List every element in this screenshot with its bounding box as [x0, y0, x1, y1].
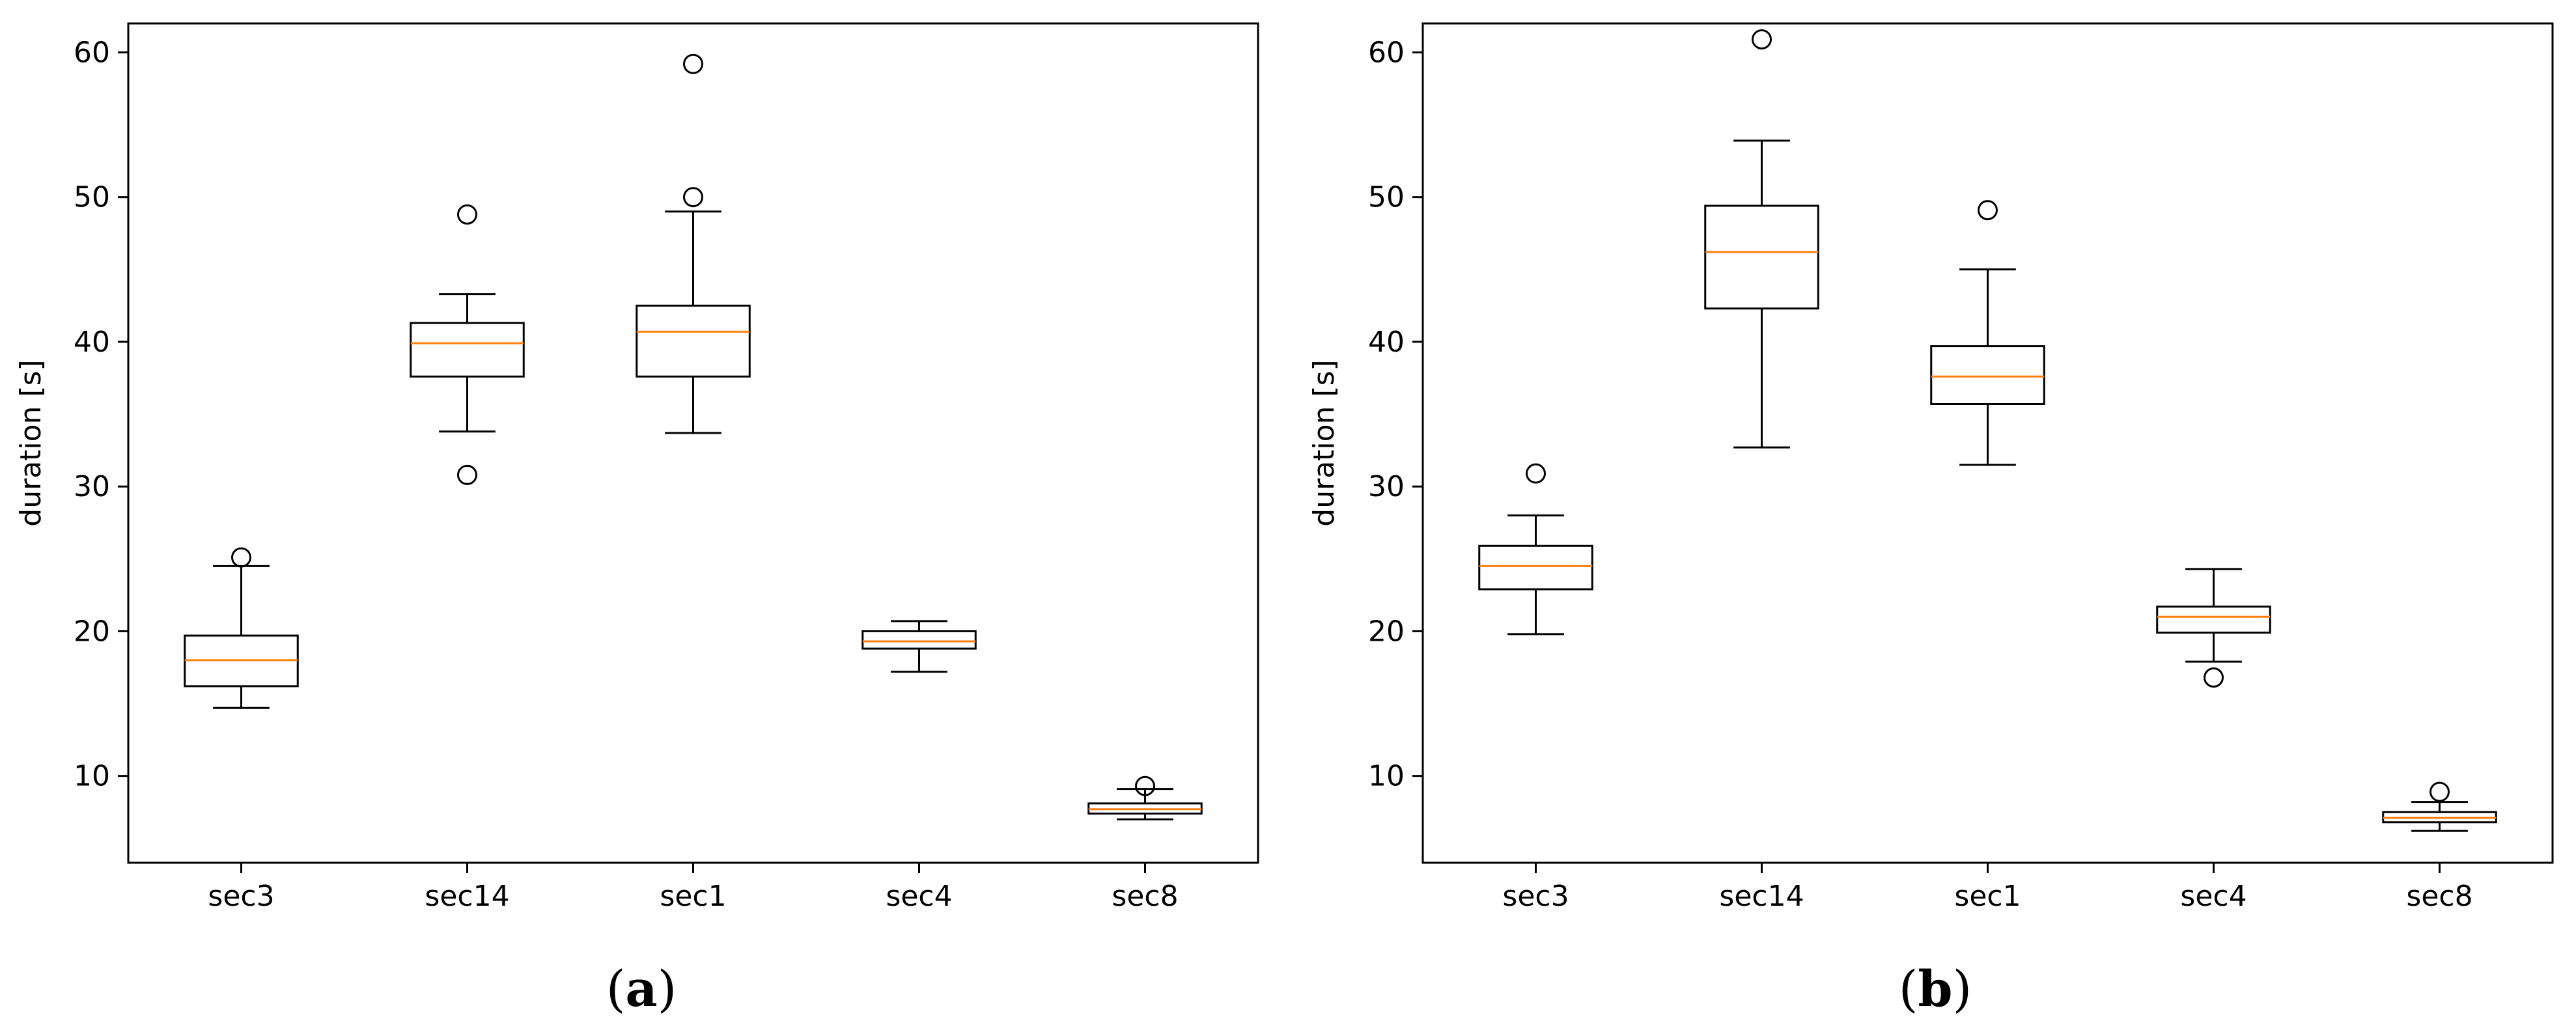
y-tick-label: 20 — [1368, 615, 1405, 648]
x-tick-label-sec14: sec14 — [425, 880, 509, 913]
outlier-point — [231, 547, 251, 568]
box-sec4 — [861, 620, 977, 673]
y-axis-label: duration [s] — [1308, 359, 1341, 526]
outlier-point — [1526, 463, 1546, 484]
y-tick-label: 50 — [74, 181, 110, 214]
iqr-box — [2156, 606, 2271, 634]
x-tick-label-sec3: sec3 — [208, 880, 274, 913]
outlier-point — [1135, 776, 1155, 796]
box-sec1 — [1930, 200, 2045, 466]
x-tick-label-sec14: sec14 — [1719, 880, 1804, 913]
x-tick-label-sec8: sec8 — [2406, 880, 2472, 913]
iqr-box — [1478, 544, 1593, 591]
outlier-point — [683, 53, 703, 74]
box-sec4 — [2156, 568, 2271, 688]
y-tick-label: 40 — [1368, 326, 1405, 359]
panel-caption: (b) — [1899, 960, 1972, 1018]
outlier-point — [457, 464, 477, 485]
panel-caption: (a) — [606, 960, 677, 1018]
x-tick-label-sec3: sec3 — [1502, 880, 1569, 913]
outlier-point — [683, 187, 703, 208]
x-tick-label-sec8: sec8 — [1112, 880, 1178, 913]
y-tick-label: 40 — [74, 326, 110, 359]
box-sec3 — [184, 547, 299, 709]
box-sec1 — [636, 53, 751, 434]
iqr-box — [1704, 204, 1819, 310]
iqr-box — [1930, 345, 2045, 405]
box-sec8 — [2382, 781, 2497, 832]
x-tick-label-sec4: sec4 — [886, 880, 952, 913]
box-sec14 — [1704, 29, 1819, 449]
y-tick-label: 20 — [74, 615, 110, 648]
y-tick-label: 10 — [74, 760, 110, 793]
iqr-box — [410, 322, 525, 378]
y-tick-label: 10 — [1368, 760, 1405, 793]
iqr-box — [861, 630, 977, 650]
outlier-point — [2204, 667, 2224, 688]
x-tick-label-sec1: sec1 — [660, 880, 726, 913]
y-tick-label: 60 — [74, 36, 110, 69]
y-tick-label: 50 — [1368, 181, 1405, 214]
panel-a: 10 20 30 40 50 60 duration [s] sec3 sec14 sec1 sec… — [14, 22, 1259, 1018]
outlier-point — [457, 204, 477, 225]
y-tick-label: 30 — [1368, 470, 1405, 503]
outlier-point — [2429, 781, 2450, 802]
x-tick-label-sec1: sec1 — [1954, 880, 2021, 913]
outlier-point — [1978, 200, 1998, 221]
box-sec8 — [1087, 776, 1203, 820]
box-sec14 — [410, 204, 525, 485]
y-tick-label: 60 — [1368, 36, 1405, 69]
iqr-box — [636, 304, 751, 378]
y-tick-label: 30 — [74, 470, 110, 503]
outlier-point — [1752, 29, 1772, 49]
x-tick-label-sec4: sec4 — [2180, 880, 2247, 913]
panel-b: 10 20 30 40 50 60 duration [s] sec3 sec14 sec1 sec… — [1308, 22, 2554, 1018]
y-axis-label: duration [s] — [14, 359, 48, 526]
box-sec3 — [1478, 463, 1593, 636]
